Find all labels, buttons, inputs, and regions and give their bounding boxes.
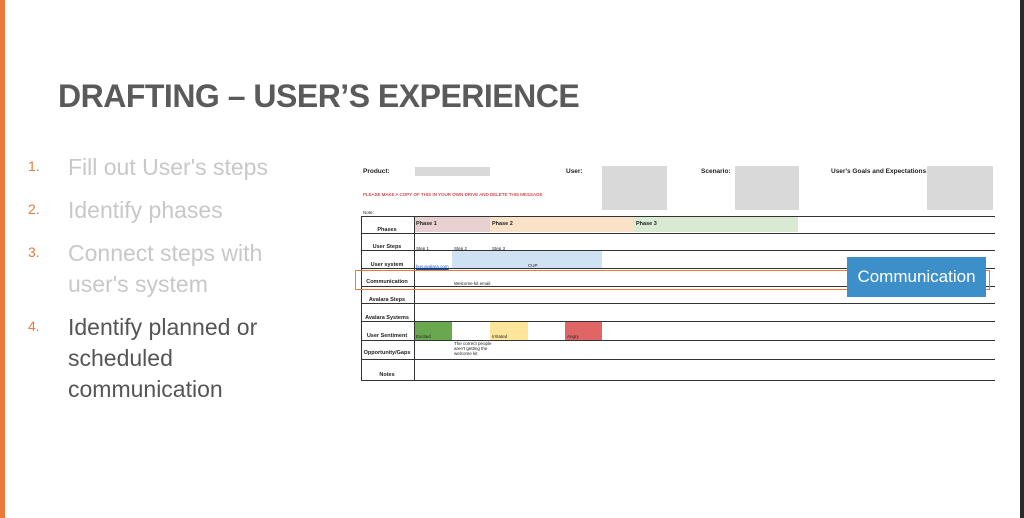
user-label: User: — [566, 168, 583, 175]
sentiment-excited-cell — [414, 322, 452, 340]
step-number: 3. — [28, 244, 40, 260]
system-link[interactable]: buy.avalara.com — [416, 264, 449, 269]
user-step-2: Step 2 — [454, 246, 468, 251]
step-text: Identify planned or scheduled communicat… — [68, 314, 258, 402]
user-system-block — [452, 251, 602, 268]
right-edge-bar — [1020, 0, 1024, 518]
row-label-notes: Notes — [379, 372, 395, 378]
user-field — [602, 166, 667, 210]
phase-3-cell: Phase 3 — [634, 217, 798, 232]
gap-note: The correct people aren't getting the we… — [454, 341, 492, 356]
system-cup-label: CUP — [528, 263, 538, 268]
copy-message: PLEASE MAKE A COPY OF THIS IN YOUR OWN D… — [363, 192, 543, 197]
communication-callout: Communication — [847, 257, 986, 297]
row-label-phases: Phases — [377, 227, 397, 233]
phase-2-cell: Phase 2 — [490, 217, 634, 232]
user-step-1: Step 1 — [416, 246, 430, 251]
product-label: Product: — [363, 168, 390, 175]
scenario-label: Scenario: — [701, 168, 731, 175]
slide-title: DRAFTING – USER’S EXPERIENCE — [58, 78, 580, 114]
row-label-communication: Communication — [366, 279, 408, 285]
row-label-avalara-systems: Avalara Systems — [365, 315, 409, 321]
step-text: Fill out User's steps — [68, 154, 268, 180]
row-label-user-system: User system — [370, 262, 404, 268]
sentiment-excited-label: Excited — [416, 334, 431, 339]
communication-cell: Welcome kit email — [454, 281, 491, 286]
step-number: 2. — [28, 201, 40, 217]
step-item-4: 4. Identify planned or scheduled communi… — [28, 312, 288, 405]
step-text: Connect steps with user's system — [68, 240, 263, 297]
step-list: 1. Fill out User's steps 2. Identify pha… — [28, 152, 288, 417]
sentiment-angry-label: Angry — [567, 334, 579, 339]
row-label-avalara-steps: Avalara Steps — [368, 297, 406, 303]
step-number: 4. — [28, 318, 40, 334]
sentiment-irritated-cell — [490, 322, 528, 340]
step-item-2: 2. Identify phases — [28, 195, 288, 226]
communication-row-highlight — [355, 270, 990, 290]
goals-field — [927, 166, 993, 210]
row-label-opportunity-gaps: Opportunity/Gaps — [363, 350, 411, 356]
product-field — [415, 167, 490, 176]
user-step-3: Step 3 — [492, 246, 506, 251]
step-item-1: 1. Fill out User's steps — [28, 152, 288, 183]
journey-map-sheet: Product: User: Scenario: User's Goals an… — [355, 160, 995, 390]
sentiment-irritated-label: Irritated — [492, 334, 508, 339]
row-label-user-sentiment: User Sentiment — [366, 333, 408, 339]
step-item-3: 3. Connect steps with user's system — [28, 238, 288, 300]
left-accent-bar — [0, 0, 5, 518]
sentiment-angry-cell — [565, 322, 602, 340]
note-label: Note: — [363, 210, 374, 215]
step-text: Identify phases — [68, 197, 223, 223]
phase-1-cell: Phase 1 — [414, 217, 490, 232]
step-number: 1. — [28, 158, 40, 174]
scenario-field — [735, 166, 799, 210]
row-label-user-steps: User Steps — [372, 244, 402, 250]
goals-label: User's Goals and Expectations: — [831, 168, 929, 175]
